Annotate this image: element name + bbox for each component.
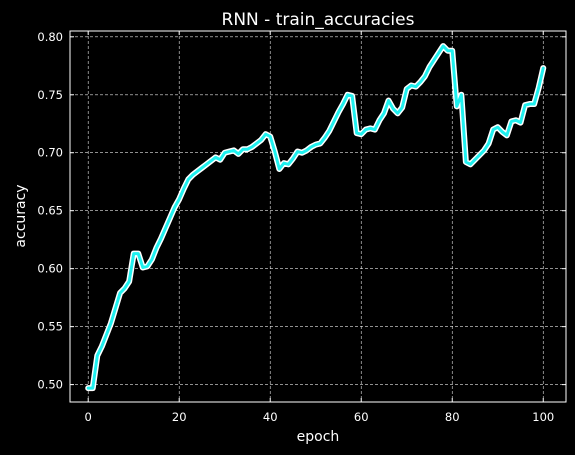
- y-tick-label: 0.55: [37, 320, 63, 334]
- axis-ticks: 0 20 40 60 80 100 0.50 0.55 0.60 0.65 0.70 0.75 0.80: [37, 30, 566, 424]
- x-tick-label: 20: [172, 410, 187, 424]
- y-tick-label: 0.70: [37, 146, 63, 160]
- series-line: [86, 44, 545, 390]
- x-tick-label: 80: [445, 410, 460, 424]
- x-tick-label: 60: [354, 410, 369, 424]
- grid: [70, 31, 566, 402]
- y-tick-label: 0.80: [37, 30, 63, 44]
- x-tick-label: 100: [532, 410, 554, 424]
- y-tick-label: 0.75: [37, 88, 63, 102]
- data-series: [85, 43, 547, 392]
- x-axis-label: epoch: [297, 429, 340, 445]
- y-axis-label: accuracy: [13, 184, 29, 247]
- x-tick-label: 0: [85, 410, 92, 424]
- x-tick-label: 40: [263, 410, 278, 424]
- y-tick-label: 0.65: [37, 204, 63, 218]
- y-tick-label: 0.50: [37, 378, 63, 392]
- chart-title: RNN - train_accuracies: [222, 10, 415, 30]
- plot-frame: [69, 30, 567, 403]
- y-tick-label: 0.60: [37, 262, 63, 276]
